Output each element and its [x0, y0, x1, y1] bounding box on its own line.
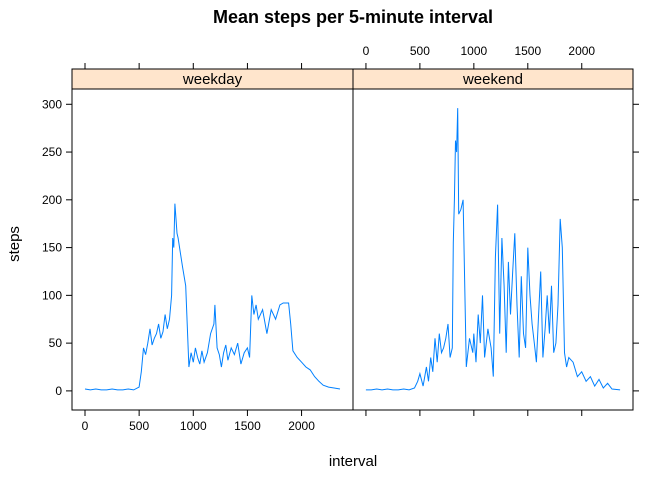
chart-title: Mean steps per 5-minute interval	[213, 7, 493, 27]
x-tick-label: 1500	[514, 44, 541, 58]
y-axis-label: steps	[6, 226, 23, 262]
y-tick-label: 0	[55, 384, 62, 398]
panel-frame-weekend	[352, 88, 634, 411]
x-tick-label: 500	[410, 44, 430, 58]
series-line-weekend	[365, 108, 621, 391]
x-tick-label: 500	[129, 419, 149, 433]
y-tick-label: 50	[49, 336, 63, 350]
x-tick-label: 0	[363, 44, 370, 58]
y-tick-label: 100	[42, 288, 62, 302]
y-tick-label: 250	[42, 145, 62, 159]
series-line-weekday	[84, 203, 341, 391]
strip-label-weekend: weekend	[462, 71, 523, 88]
panel-frame-weekday	[71, 88, 354, 411]
x-axis-label: interval	[329, 453, 377, 470]
y-tick-label: 200	[42, 193, 62, 207]
x-tick-label: 1000	[460, 44, 487, 58]
x-tick-label: 2000	[568, 44, 595, 58]
x-tick-label: 2000	[288, 419, 315, 433]
y-tick-label: 300	[42, 97, 62, 111]
x-tick-label: 1500	[234, 419, 261, 433]
x-tick-label: 0	[82, 419, 89, 433]
strip-label-weekday: weekday	[182, 71, 243, 88]
y-tick-label: 150	[42, 241, 62, 255]
x-tick-label: 1000	[180, 419, 207, 433]
